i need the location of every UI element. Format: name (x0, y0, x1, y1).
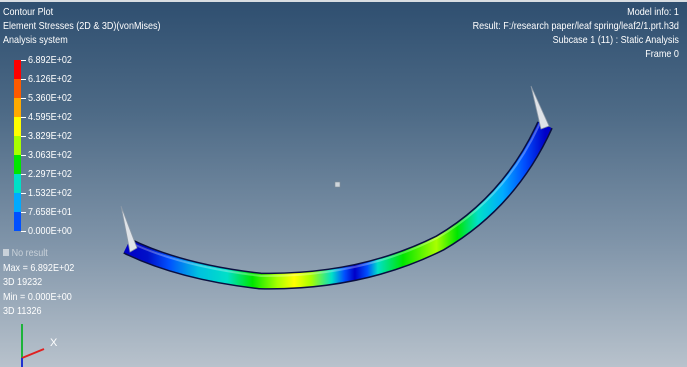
legend-tick (21, 98, 26, 99)
legend-value: 0.000E+00 (28, 225, 72, 237)
right-eye-mount (530, 85, 550, 130)
plot-system: Analysis system (3, 34, 68, 46)
legend-swatch (14, 174, 21, 193)
legend-value: 2.297E+02 (28, 168, 72, 180)
legend-value: 6.126E+02 (28, 73, 72, 85)
legend-swatch (14, 60, 21, 79)
plot-header: Contour Plot Element Stresses (2D & 3D)(… (3, 5, 161, 47)
result-file: Result: F:/research paper/leaf spring/le… (472, 20, 679, 32)
legend-swatch (14, 193, 21, 212)
legend-swatch (14, 136, 21, 155)
leaf-spring (120, 85, 553, 290)
no-result-swatch (3, 249, 10, 256)
model-info-label: Model info: 1 (627, 6, 679, 18)
legend-value: 5.360E+02 (28, 92, 72, 104)
frame-label: Frame 0 (645, 48, 679, 60)
max-element: 3D 19232 (3, 276, 43, 289)
leaf-spring-highlight (130, 122, 541, 278)
result-stats: No result Max = 6.892E+02 3D 19232 Min =… (3, 246, 74, 319)
legend-tick (21, 79, 26, 80)
no-result-label: No result (11, 247, 48, 259)
legend-tick (21, 136, 26, 137)
legend-value: 3.829E+02 (28, 130, 72, 142)
plot-subtitle: Element Stresses (2D & 3D)(vonMises) (3, 20, 161, 32)
legend-tick (21, 231, 26, 232)
leaf-spring-body (123, 122, 552, 289)
legend-tick (21, 193, 26, 194)
left-eye-mount (120, 205, 138, 253)
x-axis-icon (21, 348, 45, 359)
legend-swatch (14, 117, 21, 136)
legend-swatch (14, 98, 21, 117)
legend-tick (21, 174, 26, 175)
max-value: Max = 6.892E+02 (3, 261, 75, 274)
x-axis-label: X (50, 337, 58, 349)
legend-value: 4.595E+02 (28, 111, 72, 123)
legend-value: 3.063E+02 (28, 149, 72, 161)
legend-value: 1.532E+02 (28, 187, 72, 199)
min-value: Min = 0.000E+00 (3, 290, 72, 303)
legend-value: 7.658E+01 (28, 206, 72, 218)
legend-tick (21, 60, 26, 61)
min-element: 3D 11326 (3, 305, 42, 318)
model-info: Model info: 1 Result: F:/research paper/… (473, 5, 679, 61)
legend-tick (21, 117, 26, 118)
no-result-entry: No result (3, 246, 74, 261)
plot-title: Contour Plot (3, 6, 54, 18)
subcase-label: Subcase 1 (11) : Static Analysis (552, 34, 679, 46)
rotation-center-icon (334, 181, 341, 188)
legend-swatch (14, 212, 21, 231)
legend-tick (21, 155, 26, 156)
legend-swatch (14, 79, 21, 98)
legend-value: 6.892E+02 (28, 54, 72, 66)
legend-tick (21, 212, 26, 213)
legend-swatch (14, 155, 21, 174)
